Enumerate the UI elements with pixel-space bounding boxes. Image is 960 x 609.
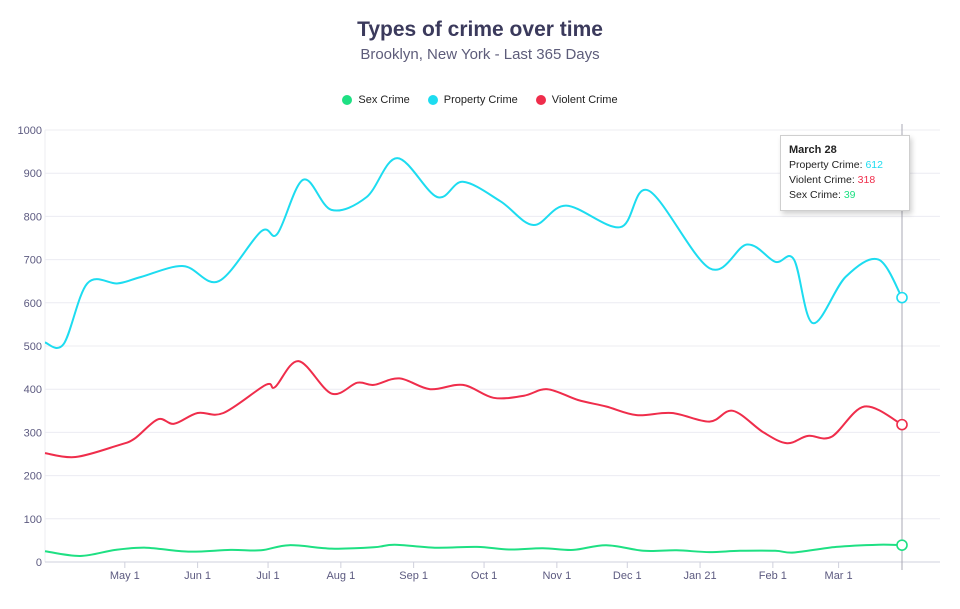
y-tick-label: 300 xyxy=(24,427,42,439)
tooltip-date: March 28 xyxy=(789,144,837,156)
tooltip-value-sex-crime: 39 xyxy=(843,189,856,201)
tooltip-label-violent-crime: Violent Crime: xyxy=(789,174,858,186)
y-tick-label: 200 xyxy=(24,471,42,483)
y-tick-label: 1000 xyxy=(18,125,42,137)
hover-marker-violent-crime xyxy=(896,418,908,431)
y-tick-label: 800 xyxy=(24,211,42,223)
legend-marker-property-crime xyxy=(427,95,438,105)
x-tick-label: Sep 1 xyxy=(399,570,428,582)
y-tick-label: 0 xyxy=(36,557,42,569)
legend-item-sex-crime[interactable]: Sex Crime xyxy=(342,94,410,106)
chart-subtitle: Brooklyn, New York - Last 365 Days xyxy=(360,46,600,63)
y-tick-label: 600 xyxy=(24,298,42,310)
tooltip-value-violent-crime: 318 xyxy=(857,174,876,186)
x-tick-label: May 1 xyxy=(110,570,140,582)
x-tick-label: Mar 1 xyxy=(825,570,853,582)
y-tick-label: 900 xyxy=(24,168,42,180)
chart-title: Types of crime over time xyxy=(357,18,603,41)
x-tick-label: Nov 1 xyxy=(542,570,571,582)
y-tick-label: 100 xyxy=(24,514,42,526)
y-tick-label: 700 xyxy=(24,255,42,267)
x-tick-label: Oct 1 xyxy=(471,570,497,582)
tooltip-label-sex-crime: Sex Crime: xyxy=(789,189,844,201)
y-axis: 0 100 200 300 400 500 600 700 800 900 1000 xyxy=(18,125,46,569)
hover-marker-sex-crime xyxy=(896,539,908,551)
x-tick-label: Aug 1 xyxy=(326,570,355,582)
x-tick-label: Jan 21 xyxy=(684,570,717,582)
x-tick-label: Jul 1 xyxy=(256,570,279,582)
chart-tooltip: March 28 Property Crime: 612 Violent Cri… xyxy=(780,135,910,211)
x-axis: May 1 Jun 1 Jul 1 Aug 1 Sep 1 Oct 1 Nov 1 Dec 1… xyxy=(45,561,940,582)
legend-label-property-crime: Property Crime xyxy=(443,94,518,106)
legend-item-violent-crime[interactable]: Violent Crime xyxy=(535,94,618,106)
tooltip-row-sex-crime: Sex Crime: 39 xyxy=(789,188,901,203)
series-line-violent-crime xyxy=(44,360,903,459)
legend-label-violent-crime: Violent Crime xyxy=(551,94,618,106)
legend-label-sex-crime: Sex Crime xyxy=(358,94,410,106)
series-lines xyxy=(44,157,903,558)
x-tick-label: Jun 1 xyxy=(184,570,211,582)
legend-item-property-crime[interactable]: Property Crime xyxy=(427,94,518,106)
x-tick-label: Feb 1 xyxy=(759,570,787,582)
y-tick-label: 400 xyxy=(24,384,42,396)
legend-marker-violent-crime xyxy=(535,95,546,105)
tooltip-value-property-crime: 612 xyxy=(865,159,883,171)
series-line-property-crime xyxy=(44,157,903,349)
chart-legend: Sex Crime Property Crime Violent Crime xyxy=(0,94,960,106)
series-line-sex-crime xyxy=(44,543,903,558)
legend-marker-sex-crime xyxy=(342,95,353,105)
hover-marker-property-crime xyxy=(896,291,908,304)
y-tick-label: 500 xyxy=(24,341,42,353)
x-tick-label: Dec 1 xyxy=(613,570,642,582)
tooltip-label-property-crime: Property Crime: xyxy=(789,159,866,171)
tooltip-row-violent-crime: Violent Crime: 318 xyxy=(789,173,901,188)
tooltip-row-property-crime: Property Crime: 612 xyxy=(789,158,901,173)
